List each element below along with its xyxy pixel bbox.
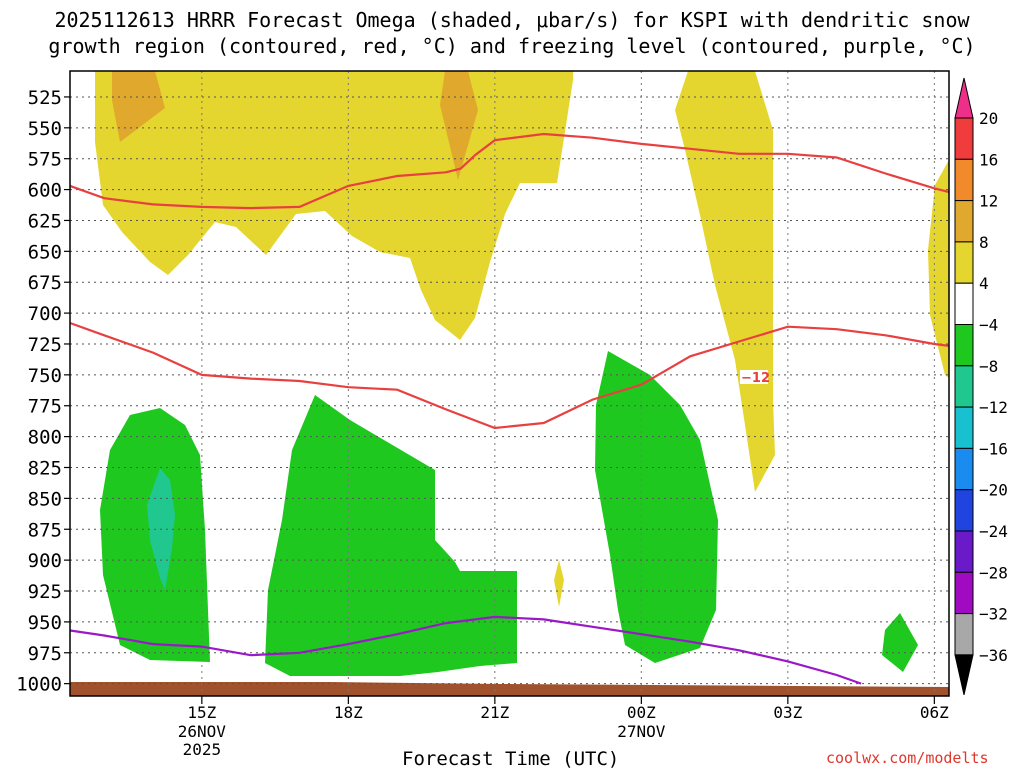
colorbar-swatch [954,200,974,243]
plot-frame [69,70,950,697]
omega-strong-pocket-left [112,71,165,142]
contour-label-background [740,370,768,384]
colorbar-swatch [954,447,974,491]
credit-text: coolwx.com/modelts [826,749,989,767]
contour-line-3 [70,615,862,685]
contour-line-1 [70,132,949,210]
y-tick-label: 700 [28,303,62,325]
y-tick-label: 550 [28,118,62,140]
colorbar-swatch [954,117,974,160]
colorbar-bottom-arrow [954,654,974,696]
colorbar-swatch [954,365,974,408]
y-tick-label: 675 [28,272,62,294]
colorbar-level-label: −32 [979,605,1008,624]
colorbar-level-label: 12 [979,192,998,211]
omega-positive-region-edge [928,160,949,378]
y-tick-label: 825 [28,457,62,479]
y-tick-label: 775 [28,396,62,418]
y-tick-label: 900 [28,550,62,572]
y-axis: 525 550 575 600 625 650 675 700 725 750 775 800 825 8… [16,87,70,696]
y-tick-label: 725 [28,334,62,356]
x-axis-label: Forecast Time (UTC) [402,748,620,770]
colorbar-swatch [954,324,974,367]
colorbar-swatch [954,571,974,615]
colorbar: 20 16 12 8 4 −4 −8 −12 −16 −20 −24 −28 −32 −36 [954,77,1008,696]
omega-negative-region-4 [882,613,918,672]
colorbar-level-label: 8 [979,233,989,252]
y-tick-label: 600 [28,180,62,202]
omega-negative-region-3 [595,351,718,663]
gridlines [70,71,949,696]
colorbar-swatch [954,158,974,202]
colorbar-level-label: −20 [979,481,1008,500]
y-tick-label: 950 [28,612,62,634]
colorbar-swatch [954,406,974,449]
omega-negative-region-2 [265,395,517,676]
x-tick-date-label: 26NOV [178,722,227,741]
y-tick-label: 625 [28,210,62,232]
colorbar-level-label: 4 [979,274,989,293]
y-tick-label: 575 [28,149,62,171]
chart-title-line-2: growth region (contoured, red, °C) and f… [48,34,976,58]
contour-line-2 [70,321,949,430]
colorbar-swatch [954,241,974,284]
y-tick-label: 925 [28,581,62,603]
contour-label: −12 [741,371,770,386]
y-tick-label: 975 [28,643,62,665]
contours [70,132,949,685]
x-tick-label: 06Z [920,703,949,722]
y-tick-label: 800 [28,427,62,449]
omega-positive-region-right [675,71,775,492]
colorbar-swatch [954,530,974,573]
colorbar-level-label: −16 [979,439,1008,458]
chart-title-line-1: 2025112613 HRRR Forecast Omega (shaded, … [54,8,970,32]
y-tick-label: 525 [28,87,62,109]
omega-positive-region-small [554,560,564,607]
colorbar-top-arrow [954,77,974,119]
x-tick-label: 15Z [187,703,216,722]
colorbar-level-label: 16 [979,150,998,169]
x-tick-label: 18Z [334,703,363,722]
colorbar-level-label: −4 [979,316,998,335]
colorbar-swatch [954,489,974,532]
omega-strong-pocket-mid [440,71,478,180]
colorbar-level-label: −28 [979,563,1008,582]
y-tick-label: 875 [28,519,62,541]
colorbar-level-label: −24 [979,522,1008,541]
colorbar-swatch [954,282,974,326]
colorbar-level-label: −36 [979,646,1008,665]
y-tick-label: 850 [28,488,62,510]
x-tick-label: 00Z [627,703,656,722]
x-tick-date-label: 27NOV [617,722,666,741]
x-tick-label: 03Z [773,703,802,722]
colorbar-level-label: −8 [979,357,998,376]
omega-shading [70,71,949,696]
colorbar-level-label: 20 [979,109,998,128]
x-tick-year-label: 2025 [183,740,222,759]
x-tick-label: 21Z [480,703,509,722]
y-tick-label: 650 [28,241,62,263]
colorbar-level-label: −12 [979,398,1008,417]
colorbar-swatch [954,613,974,656]
y-tick-label: 1000 [16,674,62,696]
y-tick-label: 750 [28,365,62,387]
